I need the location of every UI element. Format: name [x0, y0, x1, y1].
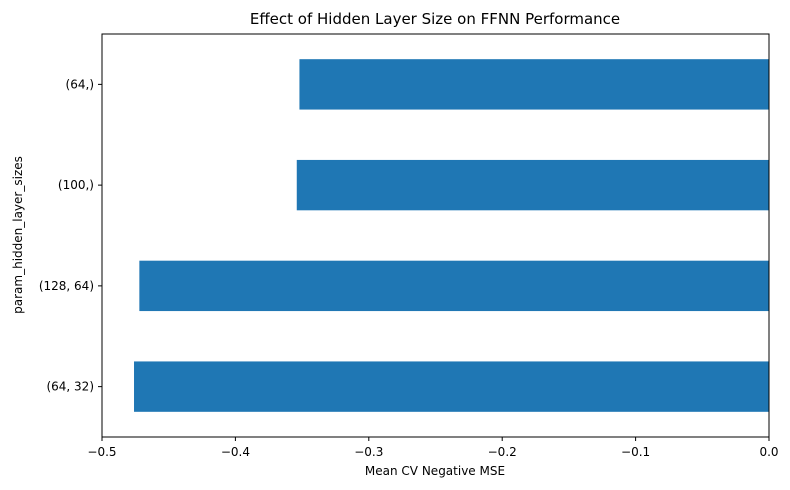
x-tick-label: −0.3 — [354, 445, 383, 459]
x-axis-ticks: −0.5 −0.4 −0.3 −0.2 −0.1 0.0 — [87, 437, 779, 459]
chart-title: Effect of Hidden Layer Size on FFNN Perf… — [250, 10, 620, 28]
y-axis-ticks: (64,) (100,) (128, 64) (64, 32) — [39, 77, 102, 394]
x-tick-label: −0.1 — [621, 445, 650, 459]
y-tick-label: (64, 32) — [46, 380, 94, 394]
y-tick-label: (64,) — [66, 77, 94, 91]
plot-frame — [101, 33, 770, 438]
y-tick-label: (128, 64) — [39, 279, 94, 293]
bar — [139, 260, 770, 312]
bar — [134, 361, 770, 412]
x-tick-label: −0.5 — [87, 445, 116, 459]
bars-group — [134, 59, 770, 412]
bar — [299, 59, 769, 110]
x-tick-label: −0.2 — [488, 445, 517, 459]
x-axis-label: Mean CV Negative MSE — [365, 464, 505, 478]
x-tick-label: −0.4 — [221, 445, 250, 459]
y-tick-label: (100,) — [58, 178, 94, 192]
y-axis-label: param_hidden_layer_sizes — [11, 156, 25, 314]
x-tick-label: 0.0 — [759, 445, 778, 459]
bar — [296, 159, 769, 211]
